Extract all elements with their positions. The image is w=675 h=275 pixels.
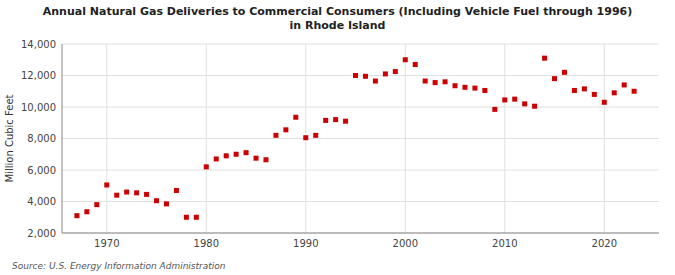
point [124,190,129,195]
grid-line [604,44,605,233]
y-tick-label: 8,000 [27,133,56,144]
point [552,76,557,81]
x-tick-label: 1980 [194,238,219,249]
point [612,90,617,95]
chart: Annual Natural Gas Deliveries to Commerc… [0,0,675,275]
point [522,101,527,106]
point [323,118,328,123]
y-axis [62,44,63,233]
point [224,153,229,158]
x-tick-label: 1970 [94,238,119,249]
grid [62,44,659,233]
point [144,192,149,197]
point [502,97,507,102]
title-line: Annual Natural Gas Deliveries to Commerc… [43,5,633,18]
point [403,57,408,62]
point [104,182,109,187]
point [263,157,268,162]
point [273,133,278,138]
x-tick-label: 2010 [492,238,517,249]
point [313,133,318,138]
point [114,193,119,198]
point [154,198,159,203]
grid-line [405,44,406,233]
y-tick-label: 4,000 [27,196,56,207]
point [94,202,99,207]
point [184,215,189,220]
y-tick-label: 14,000 [21,39,56,50]
point [443,79,448,84]
point [84,209,89,214]
grid-line [62,107,659,108]
y-tick-label: 6,000 [27,165,56,176]
grid-line [62,75,659,76]
point [164,201,169,206]
point [472,86,477,91]
point [413,62,418,67]
y-tick-label: 2,000 [27,228,56,239]
point [393,69,398,74]
point [482,88,487,93]
y-axis-label: Million Cubic Feet [4,94,15,182]
point [562,70,567,75]
point [353,73,358,78]
y-tick-label: 12,000 [21,70,56,81]
point [582,86,587,91]
point [293,115,298,120]
grid-line [62,138,659,139]
point [363,74,368,79]
point [592,92,597,97]
point [542,56,547,61]
grid-line [206,44,207,233]
point [492,107,497,112]
point [214,156,219,161]
x-tick-label: 2000 [393,238,418,249]
point [74,213,79,218]
grid-line [62,201,659,202]
point [333,117,338,122]
background [0,0,675,275]
point [254,156,259,161]
point [134,190,139,195]
source: Source: U.S. Energy Information Administ… [12,261,226,271]
point [373,79,378,84]
grid-line [504,44,505,233]
point [343,119,348,124]
point [244,150,249,155]
title: Annual Natural Gas Deliveries to Commerc… [43,5,633,32]
point [572,88,577,93]
x-tick-label: 1990 [293,238,318,249]
x-axis [62,233,659,234]
grid-line [62,233,659,234]
point [204,164,209,169]
point [622,82,627,87]
x-tick-label: 2020 [592,238,617,249]
grid-line [62,170,659,171]
point [462,85,467,90]
point [532,104,537,109]
point [283,127,288,132]
point [632,89,637,94]
grid-line [62,44,659,45]
point [453,83,458,88]
point [303,135,308,140]
title-line: in Rhode Island [290,19,386,32]
point [423,79,428,84]
grid-line [106,44,107,233]
point [602,100,607,105]
point [174,188,179,193]
point [194,215,199,220]
point [383,71,388,76]
points [74,56,636,220]
point [433,80,438,85]
y-tick-label: 10,000 [21,102,56,113]
point [512,97,517,102]
point [234,152,239,157]
